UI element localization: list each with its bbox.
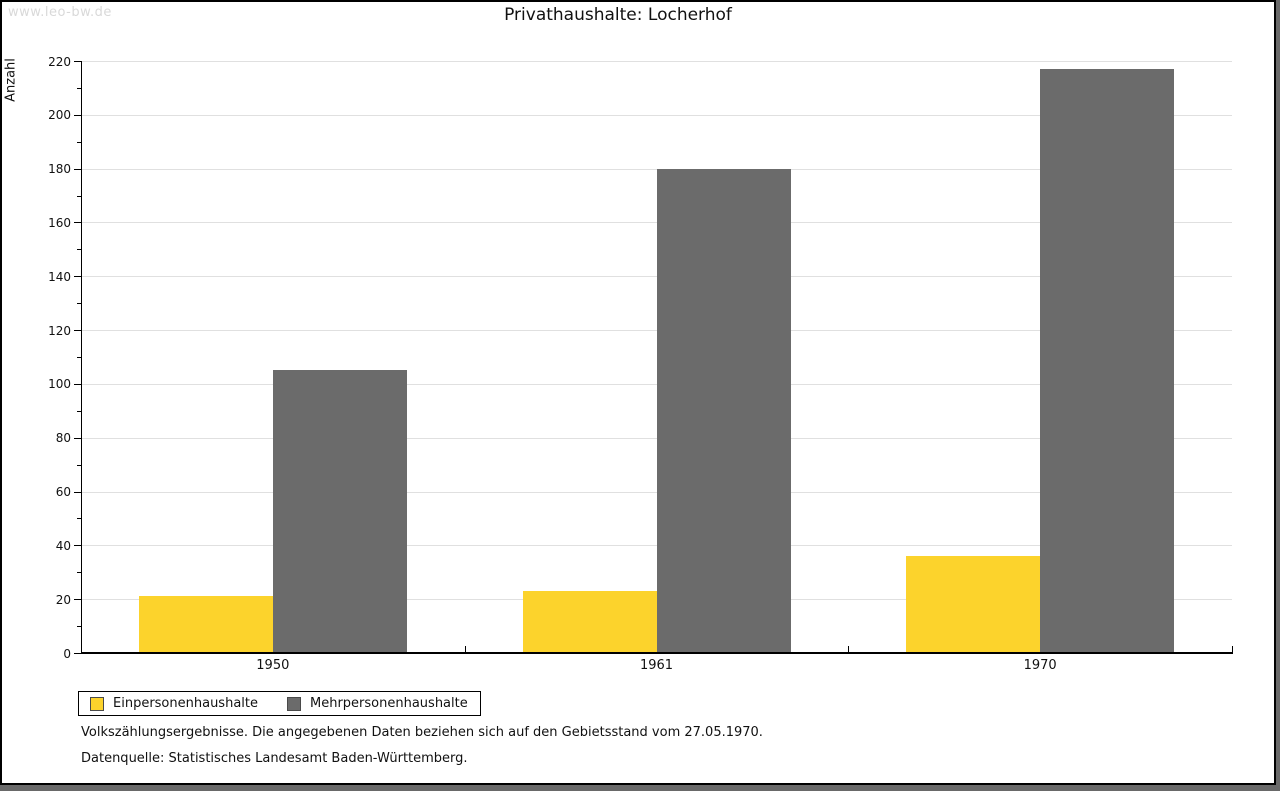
legend-label-mehrpersonenhaushalte: Mehrpersonenhaushalte: [310, 696, 468, 711]
bar-einpersonenhaushalte-1950: [138, 596, 273, 653]
y-axis-tick: [74, 491, 81, 493]
y-axis-minor-tick: [77, 249, 81, 251]
bar-mehrpersonenhaushalte-1970: [1040, 69, 1175, 653]
x-axis-tick: [848, 646, 850, 653]
watermark: www.leo-bw.de: [8, 5, 112, 20]
y-axis-tick-label: 200: [48, 108, 71, 123]
footer-source-note: Volkszählungsergebnisse. Die angegebenen…: [81, 725, 763, 740]
y-axis-minor-tick: [77, 303, 81, 305]
x-axis-tick: [464, 646, 466, 653]
y-axis-tick-label: 180: [48, 162, 71, 177]
y-axis-tick-label: 40: [55, 538, 71, 553]
y-axis-tick: [74, 599, 81, 601]
y-axis-tick-label: 0: [63, 646, 71, 661]
x-axis-tick: [1232, 646, 1233, 653]
y-axis-minor-tick: [77, 195, 81, 197]
legend: Einpersonenhaushalte Mehrpersonenhaushal…: [78, 691, 481, 716]
gridline: [81, 114, 1232, 116]
y-axis-tick: [74, 545, 81, 547]
y-axis-tick: [74, 222, 81, 224]
y-axis-tick: [74, 276, 81, 278]
footer-data-source: Datenquelle: Statistisches Landesamt Bad…: [81, 751, 468, 766]
gridline: [81, 61, 1232, 62]
y-axis-tick-label: 220: [48, 54, 71, 69]
legend-item-einpersonenhaushalte: Einpersonenhaushalte: [90, 696, 258, 711]
legend-item-mehrpersonenhaushalte: Mehrpersonenhaushalte: [287, 696, 468, 711]
y-axis-tick-label: 160: [48, 215, 71, 230]
y-axis-minor-tick: [77, 87, 81, 89]
y-axis-tick: [74, 114, 81, 116]
y-axis-line: [81, 61, 82, 653]
legend-swatch-mehrpersonenhaushalte: [287, 696, 301, 711]
bar-mehrpersonenhaushalte-1961: [656, 168, 791, 653]
y-axis-minor-tick: [77, 141, 81, 143]
y-axis-minor-tick: [77, 410, 81, 412]
x-axis-line: [81, 652, 1233, 654]
page-title: Privathaushalte: Locherhof: [504, 5, 732, 25]
x-axis-category-label: 1950: [256, 658, 290, 673]
y-axis-tick: [74, 168, 81, 170]
y-axis-tick: [74, 330, 81, 332]
legend-swatch-einpersonenhaushalte: [90, 696, 104, 711]
y-axis-minor-tick: [77, 464, 81, 466]
legend-label-einpersonenhaushalte: Einpersonenhaushalte: [113, 696, 258, 711]
bar-mehrpersonenhaushalte-1950: [272, 370, 407, 653]
y-axis-tick-label: 20: [55, 592, 71, 607]
y-axis-tick-label: 60: [55, 485, 71, 500]
x-axis-category-label: 1961: [639, 658, 674, 673]
y-axis-minor-tick: [77, 572, 81, 574]
x-axis-category-label: 1970: [1023, 658, 1057, 673]
y-axis-minor-tick: [77, 357, 81, 358]
bar-einpersonenhaushalte-1970: [906, 556, 1041, 653]
y-axis-tick: [74, 383, 81, 385]
y-axis-tick-label: 120: [48, 323, 71, 338]
bar-einpersonenhaushalte-1961: [522, 591, 657, 653]
y-axis-minor-tick: [77, 626, 81, 628]
y-axis-minor-tick: [77, 518, 81, 520]
y-axis-tick-label: 140: [48, 269, 71, 284]
y-axis-tick: [74, 61, 81, 62]
y-axis-tick: [74, 653, 81, 654]
y-axis-tick-label: 80: [55, 431, 71, 446]
y-axis-tick-label: 100: [48, 377, 71, 392]
y-axis-tick: [74, 437, 81, 439]
